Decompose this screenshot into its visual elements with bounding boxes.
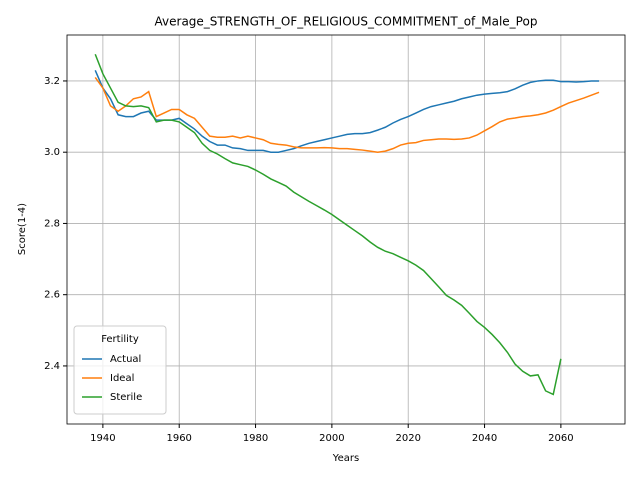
x-tick-label: 1940: [90, 433, 115, 444]
line-series: [94, 53, 562, 396]
x-tick-label: 2060: [548, 433, 573, 444]
line-series: [94, 69, 600, 153]
y-axis-label: Score(1-4): [17, 203, 28, 255]
legend-label: Ideal: [110, 373, 134, 384]
y-tick-label: 3.0: [44, 147, 60, 158]
y-tick-label: 2.6: [44, 290, 60, 301]
legend-title: Fertility: [101, 334, 139, 345]
x-tick-label: 2000: [319, 433, 344, 444]
x-axis-label: Years: [332, 453, 359, 464]
chart-title: Average_STRENGTH_OF_RELIGIOUS_COMMITMENT…: [155, 15, 538, 29]
legend-label: Sterile: [110, 392, 142, 403]
x-tick-label: 2020: [395, 433, 420, 444]
x-tick-label: 1980: [243, 433, 268, 444]
legend: Fertility Actual Ideal Sterile: [73, 325, 167, 415]
legend-box: [73, 325, 167, 415]
y-tick-label: 2.4: [44, 361, 60, 372]
y-tick-label: 3.2: [44, 76, 60, 87]
y-tick-label: 2.8: [44, 218, 60, 229]
x-tick-label: 1960: [166, 433, 191, 444]
x-tick-label: 2040: [472, 433, 497, 444]
line-series: [94, 76, 600, 153]
plot-frame: [66, 34, 626, 425]
legend-label: Actual: [110, 354, 141, 365]
